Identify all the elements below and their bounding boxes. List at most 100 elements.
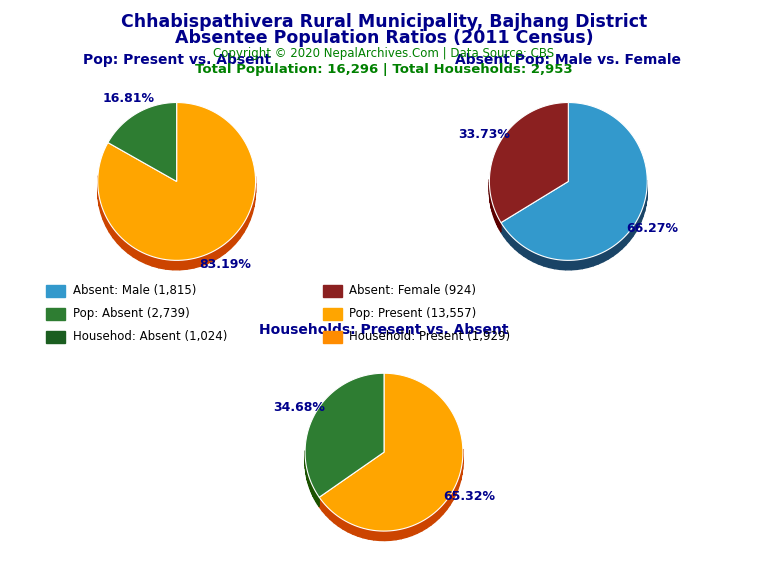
Polygon shape	[98, 103, 256, 260]
Polygon shape	[250, 204, 252, 220]
Polygon shape	[501, 103, 647, 260]
Polygon shape	[98, 190, 99, 206]
Text: Copyright © 2020 NepalArchives.Com | Data Source: CBS: Copyright © 2020 NepalArchives.Com | Dat…	[214, 47, 554, 60]
Polygon shape	[617, 240, 621, 253]
Polygon shape	[363, 528, 369, 539]
Polygon shape	[498, 218, 499, 230]
Polygon shape	[643, 202, 644, 217]
Polygon shape	[230, 234, 235, 249]
Polygon shape	[254, 190, 255, 207]
Polygon shape	[435, 509, 439, 522]
Polygon shape	[571, 260, 577, 270]
Polygon shape	[646, 191, 647, 206]
Polygon shape	[446, 496, 450, 510]
Polygon shape	[494, 207, 495, 219]
Polygon shape	[358, 526, 363, 538]
Polygon shape	[452, 486, 455, 501]
Polygon shape	[113, 229, 118, 243]
Polygon shape	[426, 516, 431, 528]
Text: Absent: Female (924): Absent: Female (924)	[349, 285, 476, 297]
Polygon shape	[348, 522, 353, 534]
Polygon shape	[240, 223, 243, 238]
Polygon shape	[180, 260, 187, 270]
Polygon shape	[353, 525, 358, 536]
Polygon shape	[309, 476, 310, 488]
Polygon shape	[312, 484, 313, 497]
Title: Absent Pop: Male vs. Female: Absent Pop: Male vs. Female	[455, 53, 681, 67]
Polygon shape	[134, 248, 140, 260]
Polygon shape	[626, 232, 629, 245]
Polygon shape	[554, 259, 560, 270]
Polygon shape	[401, 528, 406, 539]
Polygon shape	[390, 530, 396, 540]
Polygon shape	[315, 490, 316, 502]
Polygon shape	[194, 257, 200, 268]
Text: 66.27%: 66.27%	[627, 222, 678, 235]
Polygon shape	[323, 502, 326, 516]
Polygon shape	[458, 476, 459, 491]
Polygon shape	[318, 495, 319, 507]
Polygon shape	[339, 517, 343, 529]
Polygon shape	[252, 197, 254, 214]
Polygon shape	[549, 258, 554, 268]
Polygon shape	[247, 211, 250, 226]
Text: 16.81%: 16.81%	[102, 92, 154, 105]
Polygon shape	[127, 244, 134, 257]
Polygon shape	[455, 481, 458, 496]
Polygon shape	[225, 239, 230, 253]
Polygon shape	[629, 227, 633, 241]
Polygon shape	[489, 103, 568, 222]
Polygon shape	[106, 217, 109, 232]
Polygon shape	[644, 196, 646, 211]
Text: 34.68%: 34.68%	[273, 401, 325, 414]
Polygon shape	[220, 244, 225, 257]
Polygon shape	[636, 218, 638, 232]
Polygon shape	[313, 487, 315, 499]
Polygon shape	[187, 259, 194, 269]
Polygon shape	[173, 260, 180, 270]
Polygon shape	[369, 529, 374, 540]
Text: Pop: Absent (2,739): Pop: Absent (2,739)	[73, 308, 190, 320]
Polygon shape	[593, 255, 598, 266]
Polygon shape	[214, 248, 220, 261]
Polygon shape	[459, 471, 461, 486]
Polygon shape	[319, 497, 323, 511]
Polygon shape	[385, 531, 390, 540]
Polygon shape	[396, 529, 401, 540]
Polygon shape	[103, 210, 106, 226]
Polygon shape	[534, 252, 538, 264]
Polygon shape	[109, 222, 113, 238]
Polygon shape	[582, 258, 588, 268]
Text: Pop: Present (13,557): Pop: Present (13,557)	[349, 308, 477, 320]
Polygon shape	[101, 203, 103, 219]
Polygon shape	[308, 473, 309, 486]
Text: Absentee Population Ratios (2011 Census): Absentee Population Ratios (2011 Census)	[174, 29, 594, 47]
Polygon shape	[524, 247, 528, 259]
Polygon shape	[334, 513, 339, 526]
Polygon shape	[439, 505, 443, 518]
Polygon shape	[613, 243, 617, 256]
Polygon shape	[319, 373, 463, 531]
Polygon shape	[310, 479, 311, 491]
Polygon shape	[633, 222, 636, 237]
Polygon shape	[330, 510, 334, 523]
Polygon shape	[159, 259, 166, 269]
Text: Total Population: 16,296 | Total Households: 2,953: Total Population: 16,296 | Total Househo…	[195, 63, 573, 77]
Polygon shape	[497, 215, 498, 227]
Polygon shape	[511, 236, 515, 249]
Polygon shape	[122, 239, 127, 253]
Polygon shape	[528, 249, 534, 262]
Text: 33.73%: 33.73%	[458, 128, 510, 141]
Polygon shape	[343, 520, 348, 532]
Polygon shape	[604, 249, 608, 262]
Polygon shape	[495, 210, 496, 222]
Polygon shape	[108, 103, 177, 181]
Polygon shape	[519, 243, 524, 256]
Text: Household: Present (1,929): Household: Present (1,929)	[349, 331, 511, 343]
Polygon shape	[515, 240, 519, 253]
Polygon shape	[431, 512, 435, 525]
Polygon shape	[621, 236, 626, 249]
Polygon shape	[379, 531, 385, 540]
Polygon shape	[316, 492, 318, 505]
Polygon shape	[417, 521, 422, 533]
